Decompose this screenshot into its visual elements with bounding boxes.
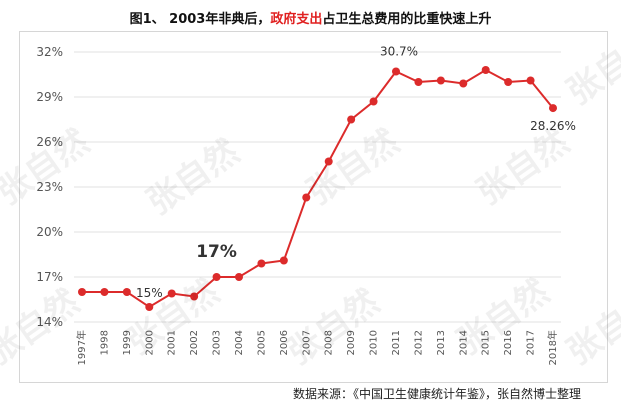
y-axis-ticks: 14% 17% 20% 23% 26% 29% 32% [36,45,63,329]
data-point [235,273,243,281]
x-tick-label: 1998 [99,330,110,355]
x-tick-label: 2018年 [546,330,559,365]
data-point [347,115,356,124]
x-tick-label: 2005 [256,330,267,355]
x-tick-label: 2003 [212,330,223,355]
x-tick-label: 2000 [144,330,155,355]
data-point [504,78,513,86]
data-point [369,97,378,106]
y-tick-label: 14% [36,315,63,329]
data-point [122,288,131,296]
data-point [481,66,490,74]
x-tick-label: 2015 [481,330,492,355]
data-point [392,67,400,76]
chart-frame [19,31,608,383]
series-polyline [82,68,554,309]
data-label: 30.7% [380,45,418,59]
data-point [167,289,176,298]
data-point [459,79,468,88]
data-label: 17% [196,242,237,262]
y-tick-label: 32% [36,45,63,59]
data-point [100,288,109,296]
data-point [257,259,266,268]
x-axis-ticks: 1997年 1998 1999 2000 2001 2002 2003 2004 2005 200… [75,330,559,365]
data-point [549,104,557,113]
x-tick-label: 2013 [436,330,447,355]
x-tick-label: 2001 [167,330,178,355]
source-note: 数据来源：《中国卫生健康统计年鉴》，张自然博士整理 [292,387,581,401]
x-tick-label: 2009 [346,330,357,355]
x-tick-label: 2010 [369,330,380,355]
x-tick-label: 2012 [413,330,424,355]
data-label: 28.26% [530,119,576,133]
x-tick-label: 1997年 [75,330,88,365]
data-point [78,288,86,296]
data-point [145,303,154,311]
y-tick-label: 29% [36,90,63,104]
x-tick-label: 2014 [458,330,469,355]
data-point [279,256,288,265]
x-tick-label: 2008 [324,330,335,355]
data-point [190,292,199,301]
y-tick-label: 26% [36,135,63,149]
x-tick-label: 1999 [122,330,133,355]
data-point [414,78,423,86]
data-point [526,76,535,85]
data-point [212,273,221,281]
title-suffix: 占卫生总费用的比重快速上升 [322,12,492,27]
data-point [436,76,445,85]
x-tick-label: 2017 [526,330,537,355]
data-point [302,193,311,202]
y-tick-label: 23% [36,180,63,194]
x-tick-label: 2004 [234,330,245,355]
x-tick-label: 2002 [189,330,200,355]
series-line [82,68,554,309]
x-tick-label: 2007 [301,330,312,355]
data-point [324,157,333,166]
data-label: 15% [136,286,163,300]
x-tick-label: 2006 [279,330,290,355]
data-labels: 15% 17% 30.7% 28.26% [136,45,576,301]
x-tick-label: 2011 [391,330,402,355]
y-tick-label: 20% [36,225,63,239]
series-points [78,66,557,311]
title-highlight: 政府支出 [270,12,323,27]
chart-title: 图1、 2003年非典后，政府支出占卫生总费用的比重快速上升 [0,8,621,27]
title-prefix: 图1、 2003年非典后， [129,12,271,27]
grid-lines [74,51,561,323]
x-tick-label: 2016 [503,330,514,355]
y-tick-label: 17% [36,270,63,284]
